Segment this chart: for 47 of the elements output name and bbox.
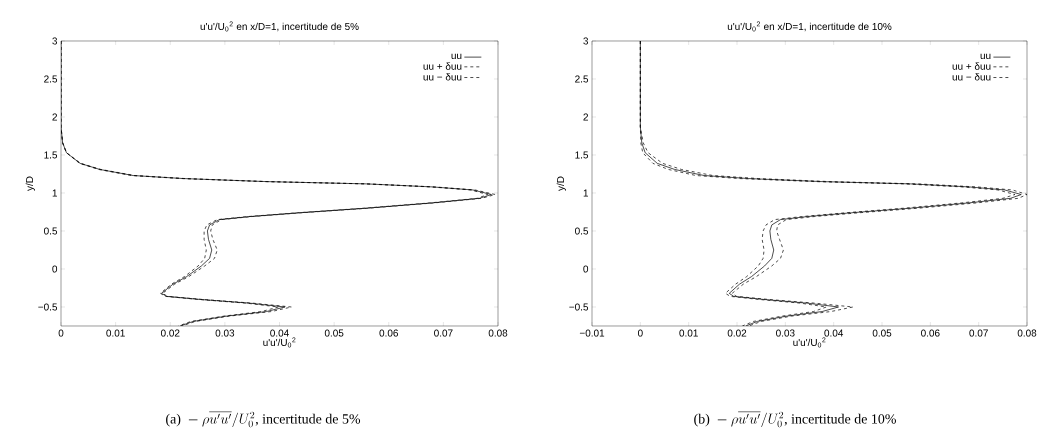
x-tick-label: 0.04 [270, 329, 289, 337]
y-tick-label: 1.5 [575, 151, 589, 159]
x-tick-label: 0.03 [215, 329, 235, 337]
x-tick-label: 0.08 [1017, 329, 1037, 337]
legend-label: uu + δuu [423, 62, 462, 70]
y-tick-label: 1 [583, 189, 589, 197]
legend-label: uu + δuu [952, 62, 991, 70]
text: $\text{(b) }-\rho\overline{u'u'}/U_0^2\text{, incertitude de 10\%}$ [694, 411, 896, 428]
x-tick-label: 0.07 [969, 329, 988, 337]
x-tick-label: 0.07 [434, 329, 453, 337]
y-tick-label: 1.5 [44, 151, 58, 159]
y-tick-label: 3 [52, 37, 58, 45]
text: $\text{(a) }-\rho\overline{u'u'}/U_0^2\text{, incertitude de 5\%}$ [166, 411, 361, 428]
legend-label: uu − δuu [952, 73, 991, 81]
y-tick-label: 2.5 [44, 75, 58, 83]
x-tick-label: 0.08 [488, 329, 508, 337]
x-tick-label: 0 [58, 329, 64, 337]
x-tick-label: 0.04 [824, 329, 844, 337]
x-tick-label: 0.05 [324, 329, 344, 337]
x-tick-label: 0.02 [727, 329, 747, 337]
chart-title: u'u'/U$_{0}$$^{2}$ en x/D=1, incertitude de 5% [200, 21, 359, 32]
x-tick-label: 0.05 [872, 329, 892, 337]
x-tick-label: 0.03 [776, 329, 795, 337]
x-tick-label: 0.01 [106, 329, 125, 337]
x-tick-label: 0.01 [679, 329, 698, 337]
legend-label: uu [980, 53, 991, 60]
y-axis-title: y/D [556, 176, 566, 191]
y-tick-label: 2.5 [575, 75, 589, 83]
y-tick-label: 0.5 [44, 227, 58, 235]
chart-title: u'u'/U$_{0}$$^{2}$ en x/D=1, incertitude de 10% [727, 21, 892, 32]
y-tick-label: 0 [52, 265, 58, 273]
x-tick-label: 0 [637, 329, 643, 337]
y-tick-label: 1 [52, 189, 57, 197]
y-tick-label: 2 [52, 113, 57, 121]
x-tick-label: −0.01 [579, 329, 605, 337]
legend-label: uu − δuu [423, 73, 462, 81]
x-tick-label: 0.06 [921, 329, 940, 337]
x-tick-label: 0.02 [160, 329, 180, 337]
y-tick-label: 3 [583, 37, 589, 45]
y-tick-label: −0.5 [569, 303, 589, 311]
y-axis-title: y/D [25, 176, 35, 191]
y-tick-label: −0.5 [38, 303, 58, 311]
x-tick-label: 0.06 [379, 329, 399, 337]
y-tick-label: 2 [583, 113, 588, 121]
legend-label: uu [451, 53, 462, 60]
y-tick-label: 0 [583, 265, 589, 273]
y-tick-label: 0.5 [575, 227, 589, 235]
